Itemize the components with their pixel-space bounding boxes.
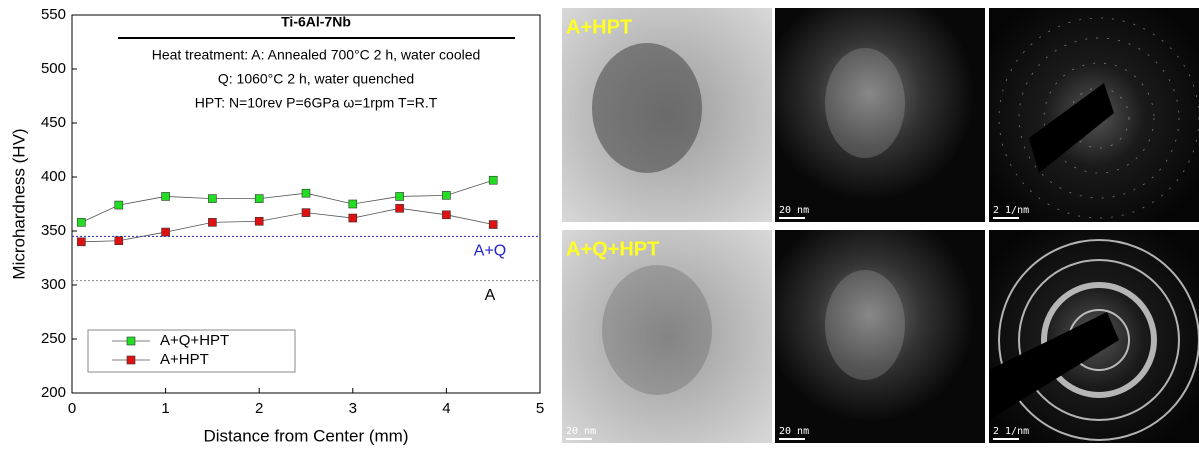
data-point: [349, 200, 357, 208]
data-point: [302, 209, 310, 217]
data-point: [349, 214, 357, 222]
data-point: [77, 238, 85, 246]
micrograph-panel: [775, 230, 985, 443]
y-tick-label: 350: [41, 222, 66, 239]
data-point: [115, 237, 123, 245]
data-point: [115, 201, 123, 209]
scale-bar-label: 20 nm: [779, 205, 809, 216]
y-tick-label: 550: [41, 6, 66, 23]
legend-marker: [127, 356, 135, 364]
y-tick-label: 400: [41, 168, 66, 185]
annotation-line: Q: 1060°C 2 h, water quenched: [218, 71, 414, 87]
glow: [825, 48, 905, 158]
data-point: [208, 218, 216, 226]
panel-label: A+Q+HPT: [566, 238, 659, 260]
y-tick-label: 250: [41, 330, 66, 347]
grain: [592, 43, 702, 173]
y-tick-label: 300: [41, 276, 66, 293]
x-tick-label: 4: [442, 400, 450, 417]
scale-bar-label: 2 1/nm: [993, 426, 1029, 437]
legend-marker: [127, 337, 135, 345]
micrograph-panel: [562, 230, 772, 443]
legend-label: A+Q+HPT: [160, 332, 229, 349]
data-point: [489, 176, 497, 184]
micrograph-panel: [562, 8, 772, 222]
grain: [602, 265, 712, 395]
y-axis-label: Microhardness (HV): [9, 128, 28, 279]
scale-bar-label: 20 nm: [566, 426, 596, 437]
series-line: [81, 208, 493, 241]
y-tick-label: 500: [41, 60, 66, 77]
reference-label: A: [485, 287, 496, 304]
figure: 200 250 300 350 400 450 500 550 0 1 2 3 4 5 Distance f…: [0, 0, 1199, 449]
data-point: [442, 191, 450, 199]
data-point: [208, 195, 216, 203]
data-point: [302, 189, 310, 197]
data-point: [77, 218, 85, 226]
scale-bar-label: 2 1/nm: [993, 205, 1029, 216]
data-point: [489, 221, 497, 229]
glow: [825, 270, 905, 380]
data-point: [396, 192, 404, 200]
x-axis-label: Distance from Center (mm): [204, 426, 409, 445]
annotation-line: Heat treatment: A: Annealed 700°C 2 h, w…: [152, 47, 481, 63]
micrograph-panel: [775, 8, 985, 222]
x-tick-label: 2: [255, 400, 263, 417]
x-tick-label: 1: [161, 400, 169, 417]
data-point: [396, 204, 404, 212]
micrograph-panel: [989, 8, 1199, 222]
annotation-line: HPT: N=10rev P=6GPa ω=1rpm T=R.T: [195, 95, 438, 111]
x-tick-label: 3: [349, 400, 357, 417]
scale-bar-label: 20 nm: [779, 426, 809, 437]
data-point: [255, 195, 263, 203]
reference-label: A+Q: [474, 243, 506, 260]
data-point: [162, 228, 170, 236]
data-point: [442, 211, 450, 219]
y-tick-label: 200: [41, 384, 66, 401]
panel-label: A+HPT: [566, 16, 632, 38]
x-tick-label: 5: [536, 400, 544, 417]
y-tick-label: 450: [41, 114, 66, 131]
annotation-title: Ti-6Al-7Nb: [281, 14, 351, 30]
data-point: [162, 192, 170, 200]
legend-label: A+HPT: [160, 351, 209, 368]
x-tick-label: 0: [68, 400, 76, 417]
micrograph-panel: [989, 230, 1199, 443]
data-point: [255, 217, 263, 225]
